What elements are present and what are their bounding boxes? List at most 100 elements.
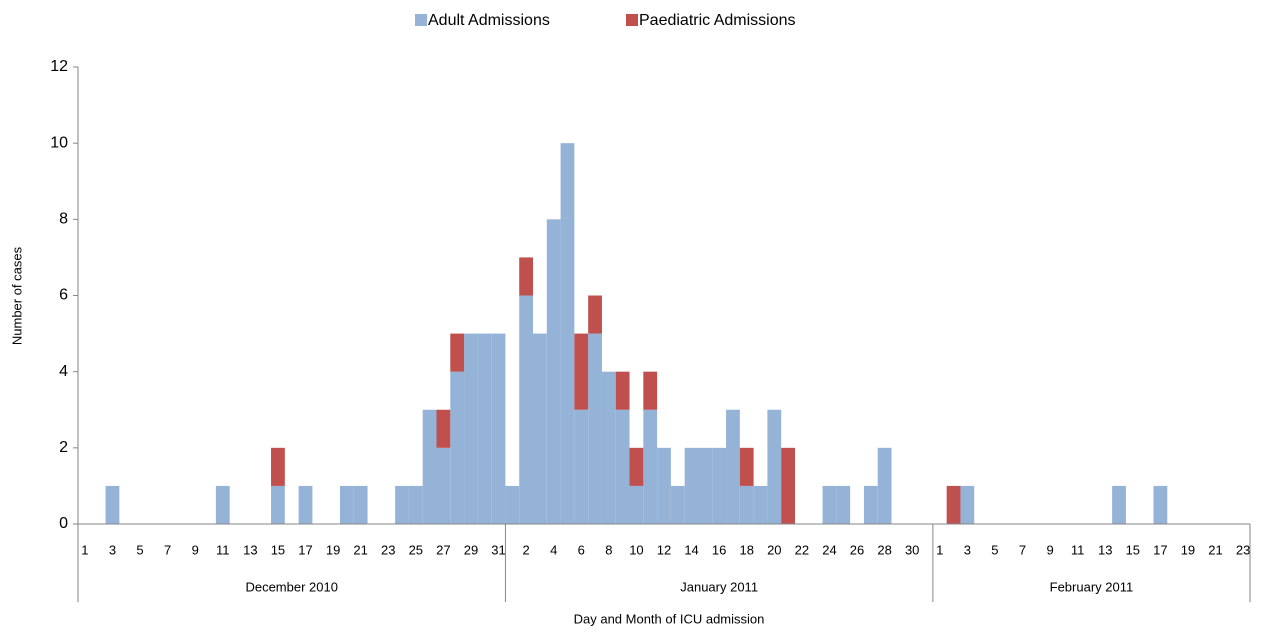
x-tick-label: 29	[464, 542, 478, 557]
bar-segment	[519, 257, 534, 296]
x-tick-label: 13	[1098, 542, 1112, 557]
x-tick-label: 13	[243, 542, 257, 557]
bar-segment	[560, 143, 575, 524]
y-tick-label: 12	[50, 58, 68, 75]
bar-segment	[491, 333, 506, 524]
bar-segment	[1112, 485, 1126, 524]
bar-segment	[643, 409, 658, 524]
group-label: February 2011	[1050, 579, 1134, 594]
x-tick-label: 30	[905, 542, 919, 557]
y-tick-label: 0	[59, 515, 68, 532]
x-tick-label: 11	[216, 542, 230, 557]
bar-segment	[436, 447, 451, 524]
x-tick-label: 7	[164, 542, 171, 557]
bar-segment	[395, 485, 409, 524]
x-tick-label: 10	[629, 542, 643, 557]
x-tick-label: 19	[326, 542, 340, 557]
x-tick-label: 12	[657, 542, 671, 557]
bar-segment	[574, 409, 589, 524]
bar-segment	[836, 485, 851, 524]
x-tick-label: 22	[795, 542, 809, 557]
bar-segment	[271, 447, 285, 486]
bar-segment	[422, 409, 437, 524]
bar-segment	[767, 409, 782, 524]
bar-segment	[822, 485, 837, 524]
bar-segment	[298, 485, 313, 524]
bar-segment	[215, 485, 230, 524]
x-tick-label: 19	[1181, 542, 1195, 557]
x-tick-label: 18	[739, 542, 753, 557]
bar-segment	[408, 485, 423, 524]
bar-segment	[450, 333, 465, 372]
x-tick-label: 1	[936, 542, 943, 557]
bar-segment	[601, 371, 616, 524]
x-tick-label: 31	[491, 542, 505, 557]
bar-segment	[464, 333, 478, 524]
bar-segment	[643, 371, 658, 410]
bar-segment	[353, 485, 368, 524]
bar-segment	[698, 447, 713, 524]
x-tick-label: 7	[1019, 542, 1026, 557]
bar-segment	[1153, 485, 1168, 524]
bar-segment	[519, 295, 534, 524]
x-tick-label: 14	[684, 542, 698, 557]
bar-segment	[739, 485, 754, 524]
bar-segment	[588, 333, 602, 524]
bar-segment	[629, 485, 644, 524]
legend-label: Adult Admissions	[428, 12, 550, 29]
bar-segment	[477, 333, 492, 524]
x-tick-label: 9	[192, 542, 199, 557]
x-tick-label: 3	[109, 542, 116, 557]
bar-segment	[588, 295, 602, 334]
bar-segment	[615, 409, 630, 524]
x-tick-label: 16	[712, 542, 726, 557]
bar-segment	[670, 485, 685, 524]
x-tick-label: 17	[1153, 542, 1167, 557]
y-tick-label: 8	[59, 211, 68, 228]
x-tick-label: 21	[353, 542, 367, 557]
y-tick-label: 10	[50, 134, 68, 151]
bar-segment	[436, 409, 451, 448]
x-tick-label: 1	[81, 542, 88, 557]
bar-segment	[684, 447, 699, 524]
legend-swatch	[626, 14, 638, 26]
bar-segment	[546, 219, 561, 525]
y-axis-title: Number of cases	[9, 246, 24, 345]
x-tick-label: 5	[136, 542, 143, 557]
x-tick-label: 3	[964, 542, 971, 557]
x-tick-label: 17	[298, 542, 312, 557]
x-tick-label: 24	[822, 542, 836, 557]
bar-segment	[960, 485, 975, 524]
x-tick-label: 6	[578, 542, 585, 557]
bar-segment	[946, 485, 961, 524]
x-tick-label: 15	[1126, 542, 1140, 557]
bar-segment	[863, 485, 878, 524]
bar-segment	[450, 371, 465, 524]
x-tick-label: 2	[523, 542, 530, 557]
bar-segment	[657, 447, 671, 524]
bar-segment	[753, 485, 768, 524]
x-tick-label: 21	[1208, 542, 1222, 557]
x-tick-label: 5	[991, 542, 998, 557]
bar-segment	[105, 485, 120, 524]
y-tick-label: 2	[59, 439, 68, 456]
x-tick-label: 26	[850, 542, 864, 557]
bar-segment	[712, 447, 727, 524]
x-tick-label: 8	[605, 542, 612, 557]
bar-segment	[629, 447, 644, 486]
group-label: January 2011	[680, 579, 758, 594]
bar-segment	[781, 447, 795, 524]
bar-segment	[271, 485, 285, 524]
bar-segment	[574, 333, 589, 410]
x-tick-label: 4	[550, 542, 557, 557]
legend-swatch	[415, 14, 427, 26]
x-axis-title: Day and Month of ICU admission	[574, 611, 765, 626]
x-tick-label: 11	[1071, 542, 1085, 557]
x-tick-label: 20	[767, 542, 781, 557]
x-tick-label: 27	[436, 542, 450, 557]
x-tick-label: 9	[1046, 542, 1053, 557]
bar-segment	[505, 485, 520, 524]
x-tick-label: 23	[1236, 542, 1250, 557]
